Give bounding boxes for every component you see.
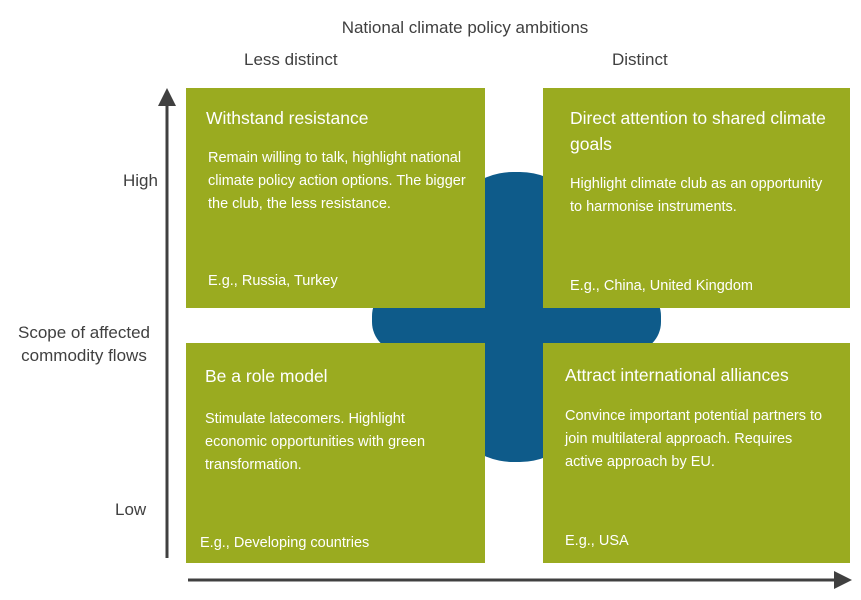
x-axis-arrow: [188, 571, 852, 589]
quadrant-withstand-resistance: Withstand resistance Remain willing to t…: [186, 88, 485, 308]
y-axis-label: Scope of affected commodity flows: [17, 323, 150, 365]
quadrant-direct-attention: Direct attention to shared climate goals…: [543, 88, 850, 308]
quadrant-body: Remain willing to talk, highlight nation…: [208, 150, 466, 212]
quadrant-example: E.g., Developing countries: [200, 535, 370, 551]
quadrant-international-alliances: Attract international alliances Convince…: [543, 343, 850, 563]
quadrant-body: Highlight climate club as an opportunity…: [570, 176, 823, 215]
row-label-low: Low: [115, 500, 147, 519]
quadrant-body: Convince important potential partners to…: [565, 408, 823, 470]
quadrant-example: E.g., China, United Kingdom: [570, 278, 753, 294]
column-label-less-distinct: Less distinct: [244, 50, 338, 69]
quadrant-example: E.g., Russia, Turkey: [208, 273, 338, 289]
quadrant-title: Direct attention to shared climate goals: [570, 108, 826, 154]
column-label-distinct: Distinct: [612, 50, 668, 69]
quadrant-example: E.g., USA: [565, 533, 629, 549]
row-label-high: High: [123, 171, 158, 190]
quadrant-title: Attract international alliances: [565, 365, 789, 385]
quadrant-role-model: Be a role model Stimulate latecomers. Hi…: [186, 343, 485, 563]
quadrant-body: Stimulate latecomers. Highlight economic…: [205, 411, 426, 473]
quadrant-title: Be a role model: [205, 366, 328, 386]
y-axis-arrow: [158, 88, 176, 558]
diagram-title: National climate policy ambitions: [341, 18, 589, 37]
quadrant-title: Withstand resistance: [206, 108, 369, 128]
